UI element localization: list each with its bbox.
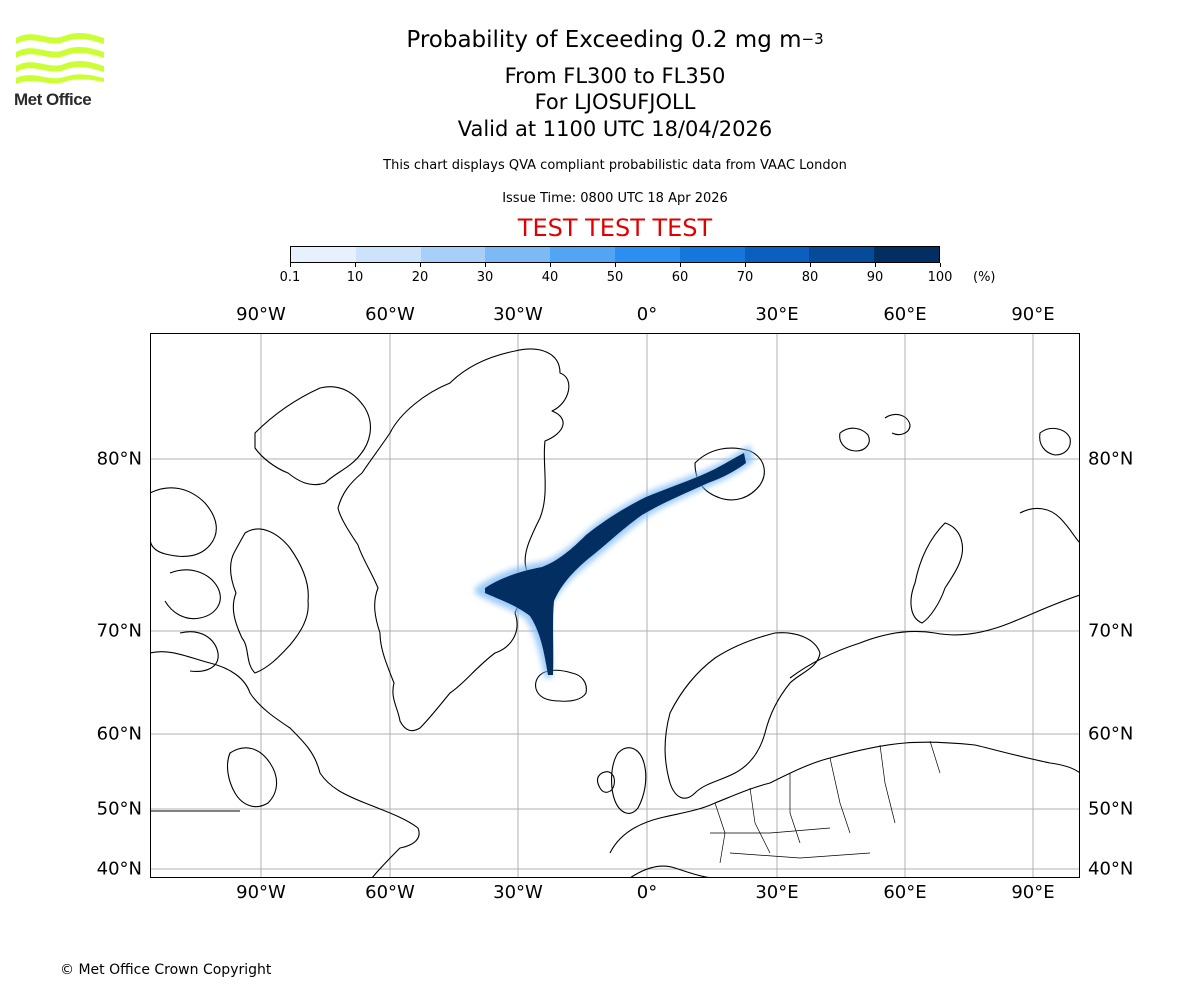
colorbar-tick-label: 80 <box>801 270 819 285</box>
colorbar-tick-label: 60 <box>671 270 689 285</box>
colorbar-tick-label: 20 <box>411 270 429 285</box>
novaya-zemlya-coastline <box>910 522 964 624</box>
ellesmere-coastline <box>254 386 371 486</box>
coastlines <box>150 348 1080 878</box>
colorbar-segment <box>744 247 810 262</box>
copyright-notice: © Met Office Crown Copyright <box>60 962 272 978</box>
longitude-label-top: 60°W <box>365 304 415 325</box>
issue-time: Issue Time: 0800 UTC 18 Apr 2026 <box>502 191 728 206</box>
longitude-label-bottom: 60°W <box>365 882 415 903</box>
baffin-coastline <box>230 528 309 674</box>
british-isles-coastline <box>597 747 647 814</box>
map-background <box>150 333 1080 878</box>
colorbar-tick-label: 50 <box>606 270 624 285</box>
map-frame <box>150 333 1080 878</box>
severnaya-coastline <box>1039 427 1071 456</box>
latitude-label-right: 50°N <box>1088 798 1134 820</box>
colorbar-tick <box>744 263 746 267</box>
volcano-subtitle: For LJOSUFJOLL <box>534 90 696 114</box>
flight-level-subtitle: From FL300 to FL350 <box>504 64 726 88</box>
longitude-label-bottom: 0° <box>636 882 658 903</box>
arctic-islands-coastline <box>150 487 221 672</box>
europe-coastline <box>609 741 1080 878</box>
colorbar-tick <box>549 263 551 267</box>
longitude-label-bottom: 60°E <box>883 882 927 903</box>
colorbar-tick <box>809 263 811 267</box>
colorbar-segment <box>614 247 680 262</box>
longitude-label-bottom: 30°E <box>755 882 799 903</box>
longitude-label-bottom: 30°W <box>493 882 543 903</box>
longitude-label-bottom: 90°W <box>236 882 286 903</box>
ash-plume-core <box>485 453 746 675</box>
latitude-label-right: 80°N <box>1088 448 1134 470</box>
latitude-label-left: 40°N <box>96 858 142 880</box>
latitude-label-right: 70°N <box>1088 620 1134 642</box>
colorbar-tick <box>289 263 291 267</box>
met-office-logo-icon <box>16 32 104 84</box>
chart-title: Probability of Exceeding 0.2 mg m−3 <box>0 27 1200 53</box>
colorbar-tick <box>354 263 356 267</box>
longitude-label-top: 30°E <box>755 304 799 325</box>
colorbar-tick-label: 40 <box>541 270 559 285</box>
colorbar-tick <box>484 263 486 267</box>
colorbar-tick-label: 30 <box>476 270 494 285</box>
colorbar-segment <box>679 247 745 262</box>
colorbar-segment <box>291 247 356 262</box>
colorbar-tick-label: 70 <box>736 270 754 285</box>
colorbar-tick <box>614 263 616 267</box>
ash-plume <box>475 445 754 678</box>
longitude-label-top: 90°E <box>1011 304 1055 325</box>
valid-time-subtitle: Valid at 1100 UTC 18/04/2026 <box>457 117 773 141</box>
colorbar-tick <box>939 263 941 267</box>
latitude-label-left: 70°N <box>96 620 142 642</box>
colorbar-segment <box>550 247 615 262</box>
longitude-label-bottom: 90°E <box>1011 882 1055 903</box>
met-office-logo-text: Met Office <box>14 90 92 109</box>
colorbar-tick-label: 10 <box>346 270 364 285</box>
longitude-label-top: 30°W <box>493 304 543 325</box>
latitude-label-right: 40°N <box>1088 858 1134 880</box>
longitude-label-top: 0° <box>636 304 658 325</box>
longitude-label-top: 90°W <box>236 304 286 325</box>
russia-arctic-coastline <box>789 594 1080 679</box>
colorbar-segment <box>420 247 486 262</box>
colorbar-tick <box>874 263 876 267</box>
chart-title-exponent: −3 <box>801 30 824 48</box>
colorbar-segment <box>874 247 939 262</box>
test-banner: TEST TEST TEST <box>517 214 713 242</box>
colorbar-segment <box>355 247 421 262</box>
map-panel <box>150 333 1080 878</box>
north-america-coastline <box>150 651 420 878</box>
colorbar-tick-label: 0.1 <box>279 270 301 285</box>
franz-josef-coastline <box>839 413 911 452</box>
colorbar-segment <box>809 247 875 262</box>
probability-colorbar <box>290 246 940 263</box>
colorbar-tick-label: 100 <box>927 270 953 285</box>
svalbard-coastline <box>694 447 765 501</box>
colorbar-tick-label: 90 <box>866 270 884 285</box>
european-borders <box>710 740 941 864</box>
scandinavia-coastline <box>664 632 821 799</box>
latitude-label-left: 80°N <box>96 448 142 470</box>
colorbar-tick <box>419 263 421 267</box>
taymyr-coastline <box>1019 507 1080 544</box>
chart-title-text: Probability of Exceeding 0.2 mg m <box>406 27 802 53</box>
longitude-label-top: 60°E <box>883 304 927 325</box>
latitude-label-right: 60°N <box>1088 723 1134 745</box>
latitude-label-left: 50°N <box>96 798 142 820</box>
colorbar-unit: (%) <box>973 270 996 285</box>
greenland-coastline <box>337 348 570 732</box>
colorbar-segment <box>485 247 551 262</box>
iceland-coastline <box>535 669 587 702</box>
colorbar-tick <box>679 263 681 267</box>
chart-description: This chart displays QVA compliant probab… <box>383 158 847 173</box>
latitude-label-left: 60°N <box>96 723 142 745</box>
